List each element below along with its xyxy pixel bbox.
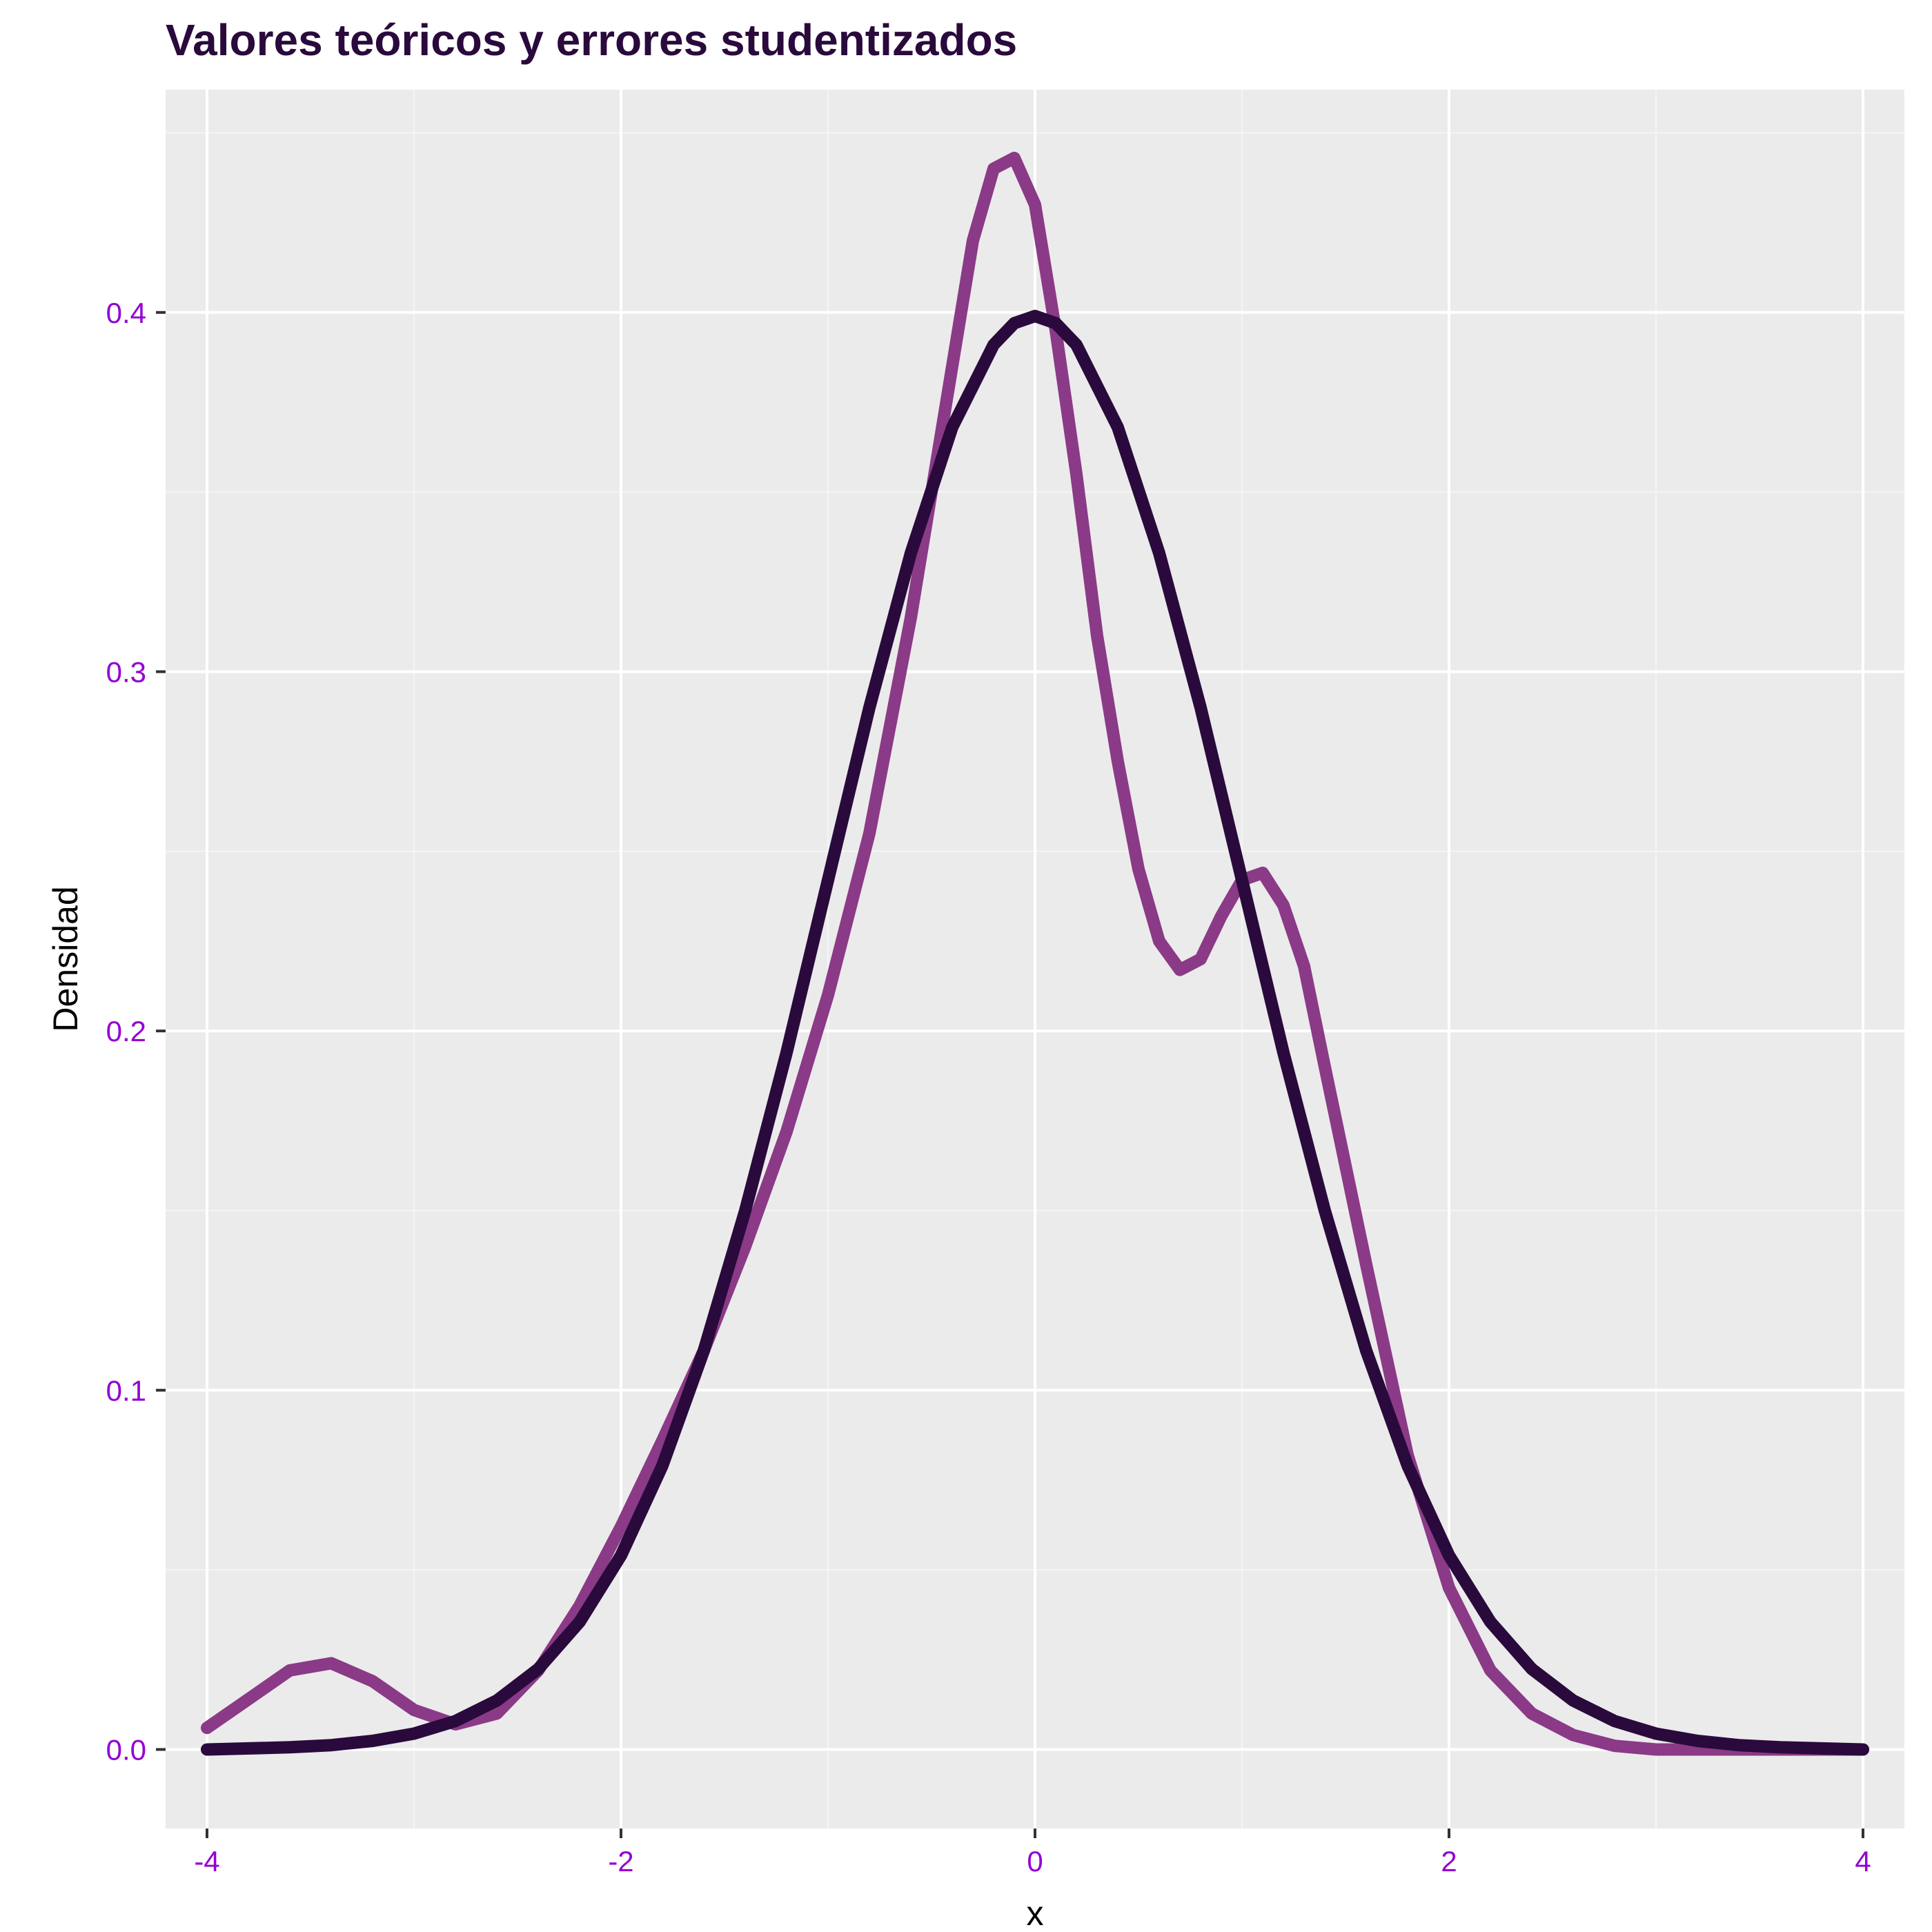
- y-axis: 0.0 0.1 0.2 0.3 0.4: [106, 297, 166, 1766]
- x-tick-label: -4: [194, 1845, 219, 1877]
- chart-title: Valores teóricos y errores studentizados: [166, 15, 1017, 65]
- x-tick-label: 2: [1441, 1845, 1457, 1877]
- x-tick-label: 0: [1027, 1845, 1043, 1877]
- y-tick-label: 0.4: [106, 297, 146, 329]
- x-axis-title: x: [1027, 1894, 1044, 1932]
- x-axis: -4 -2 0 2 4: [194, 1828, 1871, 1877]
- y-tick-label: 0.3: [106, 656, 146, 688]
- y-axis-title: Densidad: [46, 886, 85, 1032]
- x-tick-label: 4: [1855, 1845, 1871, 1877]
- y-tick-label: 0.0: [106, 1733, 146, 1766]
- y-tick-label: 0.2: [106, 1015, 146, 1047]
- y-tick-label: 0.1: [106, 1374, 146, 1407]
- series-layer: [201, 151, 1869, 1756]
- series-line-2: [201, 310, 1869, 1756]
- x-tick-label: -2: [608, 1845, 633, 1877]
